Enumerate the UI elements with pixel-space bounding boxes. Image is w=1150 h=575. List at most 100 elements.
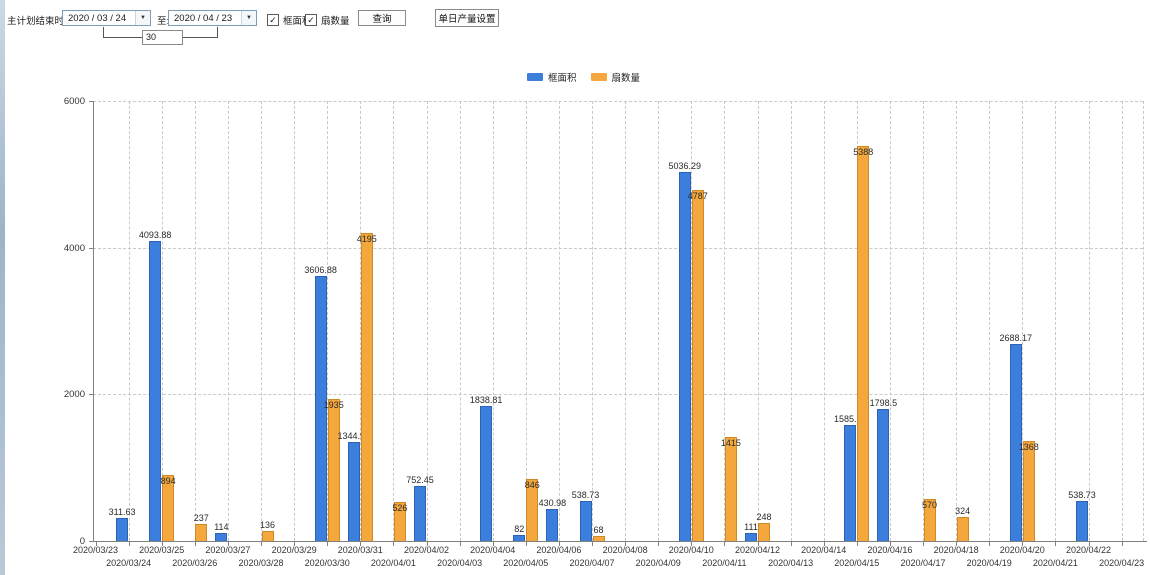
grid-line-vertical xyxy=(426,101,428,541)
grid-line-vertical xyxy=(393,101,395,541)
daily-output-settings-button[interactable]: 单日产量设置 xyxy=(435,9,499,27)
grid-line-vertical xyxy=(525,101,527,541)
y-axis-tick xyxy=(89,101,93,102)
bar-value-label: 1415 xyxy=(720,438,741,449)
bar-value-label: 114 xyxy=(214,521,229,532)
x-axis-label: 2020/03/29 xyxy=(271,545,317,555)
bar-fan-count xyxy=(162,475,175,541)
bar-fan-count xyxy=(592,536,605,541)
grid-line-vertical xyxy=(823,101,825,541)
grid-line-vertical xyxy=(1022,101,1024,541)
bar-fan-count xyxy=(923,499,936,541)
checkmark-icon: ✓ xyxy=(267,14,279,26)
x-axis-tick xyxy=(194,542,196,546)
x-axis-tick xyxy=(492,542,494,546)
bar-frame-area xyxy=(480,406,493,541)
x-axis-tick xyxy=(294,542,296,546)
x-axis-label: 2020/04/02 xyxy=(403,545,450,555)
bar-value-label: 136 xyxy=(259,520,276,531)
bar-value-label: 1585.96 xyxy=(834,413,867,424)
x-axis-label: 2020/04/15 xyxy=(834,558,880,568)
query-button[interactable]: 查询 xyxy=(358,10,406,26)
legend-item-frame-area: 框面积 xyxy=(527,70,577,84)
x-axis-tick xyxy=(95,542,97,546)
bar-value-label: 1344.95 xyxy=(337,431,371,442)
bar-value-label: 526 xyxy=(392,503,408,514)
chevron-down-icon[interactable]: ▼ xyxy=(135,11,150,25)
date-to-picker[interactable]: 2020 / 04 / 23 ▼ xyxy=(168,10,257,26)
x-axis-label: 2020/03/27 xyxy=(205,545,251,555)
checkbox-frame-area-label: 框面积 xyxy=(283,16,312,27)
checkbox-fan-count[interactable]: ✓ 扇数量 xyxy=(305,13,350,27)
bar-fan-count xyxy=(526,478,539,541)
grid-line-vertical xyxy=(459,101,461,541)
bar-value-label: 846 xyxy=(524,479,540,490)
grid-line-vertical xyxy=(161,101,163,541)
x-axis-label: 2020/03/25 xyxy=(139,545,185,555)
grid-line-horizontal xyxy=(93,101,1143,102)
y-axis-tick xyxy=(89,247,93,249)
x-axis-tick xyxy=(393,542,395,546)
grid-line-horizontal xyxy=(93,394,1143,396)
bar-value-label: 1935 xyxy=(323,400,344,411)
bar-value-label: 1368 xyxy=(1018,441,1039,452)
x-axis-label: 2020/04/03 xyxy=(437,558,483,568)
grid-line-vertical xyxy=(558,101,560,541)
bracket-line xyxy=(217,27,218,38)
x-axis-tick xyxy=(691,542,693,546)
date-from-picker[interactable]: 2020 / 03 / 24 ▼ xyxy=(62,10,151,26)
x-axis-tick xyxy=(790,542,792,546)
bar-fan-count xyxy=(1022,440,1035,541)
bar-value-label: 311.63 xyxy=(108,507,136,518)
bar-value-label: 111 xyxy=(744,521,758,532)
bar-value-label: 1798.5 xyxy=(869,398,898,409)
bar-value-label: 3606.88 xyxy=(304,265,337,276)
bar-frame-area xyxy=(844,424,857,541)
bar-fan-count xyxy=(327,399,340,541)
legend-swatch-orange xyxy=(590,73,607,81)
bar-fan-count xyxy=(195,523,208,541)
bar-fan-count xyxy=(857,145,870,541)
x-axis-label: 2020/04/09 xyxy=(635,558,681,568)
bar-value-label: 752.45 xyxy=(406,474,434,485)
y-axis-tick xyxy=(89,541,93,542)
bar-frame-area xyxy=(314,276,327,541)
x-axis-tick xyxy=(525,542,527,546)
bar-value-label: 248 xyxy=(756,511,772,522)
checkbox-fan-count-label: 扇数量 xyxy=(321,16,350,27)
grid-line-vertical xyxy=(227,101,229,541)
chart-legend: 框面积 扇数量 xyxy=(527,70,640,84)
y-axis-label: 2000 xyxy=(63,389,85,401)
grid-line-vertical xyxy=(128,101,130,541)
bar-value-label: 324 xyxy=(955,506,971,517)
x-axis-tick xyxy=(625,542,627,546)
bar-value-label: 1838.81 xyxy=(469,395,503,406)
bar-value-label: 82 xyxy=(514,523,525,534)
y-axis-label: 0 xyxy=(79,536,85,547)
x-axis-tick xyxy=(823,542,825,546)
chevron-down-icon[interactable]: ▼ xyxy=(241,11,256,25)
y-axis-label: 6000 xyxy=(63,96,85,107)
bar-value-label: 894 xyxy=(160,476,176,487)
y-axis-label: 4000 xyxy=(63,242,85,254)
x-axis-tick xyxy=(1088,542,1090,546)
x-axis-label: 2020/04/01 xyxy=(370,558,416,568)
bar-fan-count xyxy=(956,517,969,541)
bar-value-label: 5388 xyxy=(853,146,874,157)
legend-label: 扇数量 xyxy=(611,73,641,84)
bar-frame-area xyxy=(745,532,757,541)
bar-value-label: 4093.88 xyxy=(138,229,172,240)
grid-line-vertical xyxy=(194,101,196,541)
x-axis-tick xyxy=(757,542,759,546)
checkbox-frame-area[interactable]: ✓ 框面积 xyxy=(267,13,312,27)
x-axis-label: 2020/03/23 xyxy=(72,545,119,555)
date-to-value: 2020 / 04 / 23 xyxy=(174,12,233,24)
x-axis-tick xyxy=(856,542,858,546)
grid-line-vertical xyxy=(1055,101,1057,541)
bar-fan-count xyxy=(360,233,373,541)
bar-frame-area xyxy=(546,509,559,541)
bar-fan-count xyxy=(758,522,770,541)
interval-days-input[interactable]: 30 xyxy=(142,30,183,45)
